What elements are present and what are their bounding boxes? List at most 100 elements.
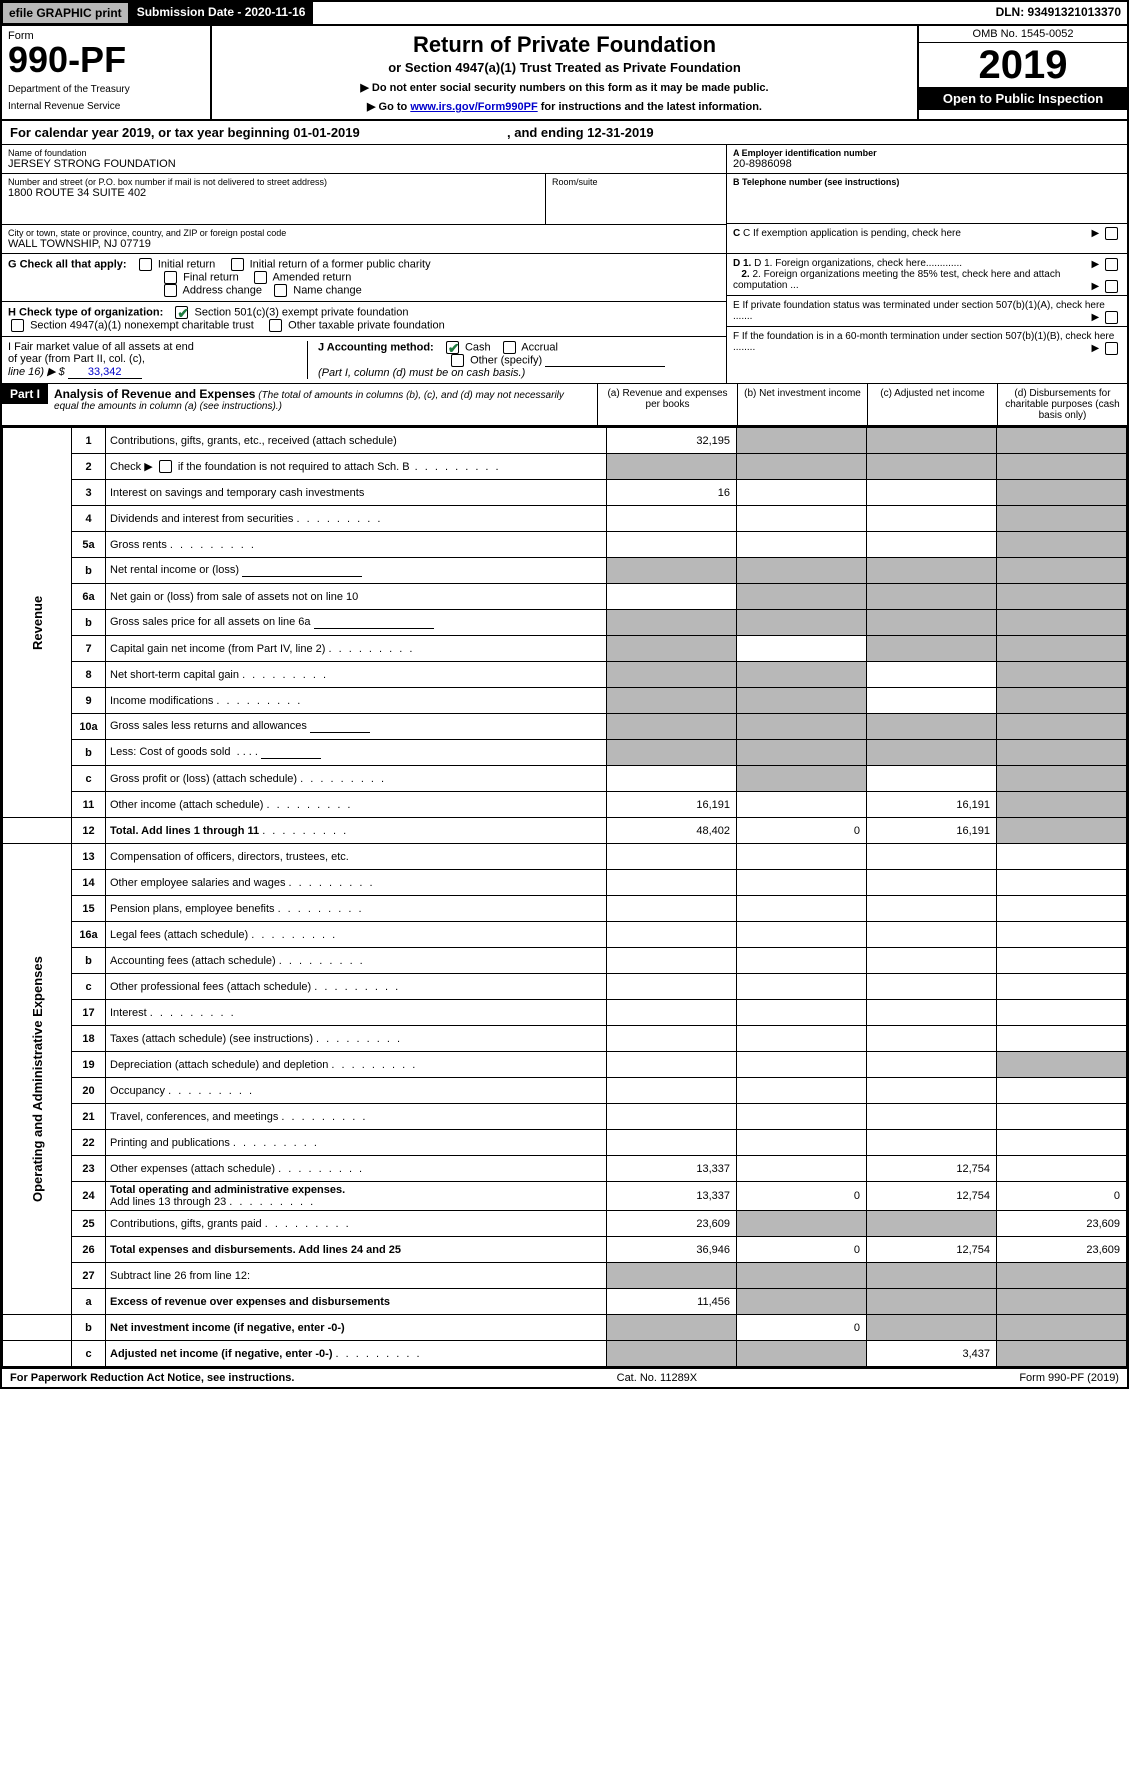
year-end: 12-31-2019 [587, 125, 654, 140]
table-row: 21Travel, conferences, and meetings [3, 1104, 1127, 1130]
table-row: aExcess of revenue over expenses and dis… [3, 1289, 1127, 1315]
paperwork-notice: For Paperwork Reduction Act Notice, see … [10, 1372, 294, 1384]
exemption-pending-cell: C C If exemption application is pending,… [727, 224, 1127, 243]
f-row: F If the foundation is in a 60-month ter… [727, 327, 1127, 357]
table-row: 11Other income (attach schedule) 16,1911… [3, 792, 1127, 818]
dln: DLN: 93491321013370 [990, 2, 1127, 24]
checkbox-c[interactable] [1105, 227, 1118, 240]
ein-cell: A Employer identification number 20-8986… [727, 145, 1127, 174]
part1-tag: Part I [2, 384, 48, 404]
table-row: 24Total operating and administrative exp… [3, 1182, 1127, 1211]
note-ssn: ▶ Do not enter social security numbers o… [222, 81, 907, 94]
table-row: 25Contributions, gifts, grants paid 23,6… [3, 1211, 1127, 1237]
table-row: cAdjusted net income (if negative, enter… [3, 1341, 1127, 1367]
checkbox-other-method[interactable] [451, 354, 464, 367]
table-row: bAccounting fees (attach schedule) [3, 948, 1127, 974]
checkbox-sch-b[interactable] [159, 460, 172, 473]
col-d-header: (d) Disbursements for charitable purpose… [997, 384, 1127, 425]
table-row: 6aNet gain or (loss) from sale of assets… [3, 584, 1127, 610]
table-row: 18Taxes (attach schedule) (see instructi… [3, 1026, 1127, 1052]
note-link: ▶ Go to www.irs.gov/Form990PF for instru… [222, 100, 907, 113]
table-row: bLess: Cost of goods sold . . . . [3, 740, 1127, 766]
table-row: Revenue 1 Contributions, gifts, grants, … [3, 428, 1127, 454]
table-row: 4Dividends and interest from securities [3, 506, 1127, 532]
table-row: Operating and Administrative Expenses 13… [3, 844, 1127, 870]
table-row: bNet rental income or (loss) [3, 558, 1127, 584]
submission-date: Submission Date - 2020-11-16 [129, 2, 314, 24]
checkbox-initial-former[interactable] [231, 258, 244, 271]
year-block: OMB No. 1545-0052 2019 Open to Public In… [917, 26, 1127, 119]
efile-print-button[interactable]: efile GRAPHIC print [2, 2, 129, 24]
checkbox-accrual[interactable] [503, 341, 516, 354]
address-cell: Number and street (or P.O. box number if… [2, 174, 546, 224]
checkbox-name-change[interactable] [274, 284, 287, 297]
form-title: Return of Private Foundation [222, 32, 907, 58]
check-sections: G Check all that apply: Initial return I… [2, 254, 1127, 383]
city-cell: City or town, state or province, country… [2, 225, 726, 253]
checkbox-501c3[interactable] [175, 306, 188, 319]
table-row: 22Printing and publications [3, 1130, 1127, 1156]
topbar: efile GRAPHIC print Submission Date - 20… [2, 2, 1127, 26]
form-ref: Form 990-PF (2019) [1019, 1372, 1119, 1384]
year-begin: 01-01-2019 [293, 125, 360, 140]
table-row: 27Subtract line 26 from line 12: [3, 1263, 1127, 1289]
entity-info: Name of foundation JERSEY STRONG FOUNDAT… [2, 145, 1127, 254]
calendar-year-row: For calendar year 2019, or tax year begi… [2, 121, 1127, 145]
open-public: Open to Public Inspection [919, 87, 1127, 110]
form-title-block: Return of Private Foundation or Section … [212, 26, 917, 119]
irs-link[interactable]: www.irs.gov/Form990PF [410, 101, 537, 113]
table-row: 2 Check ▶ if the foundation is not requi… [3, 454, 1127, 480]
col-c-header: (c) Adjusted net income [867, 384, 997, 425]
tax-year: 2019 [919, 43, 1127, 87]
checkbox-amended[interactable] [254, 271, 267, 284]
ein: 20-8986098 [733, 158, 1121, 170]
e-row: E If private foundation status was termi… [727, 296, 1127, 327]
table-row: 26Total expenses and disbursements. Add … [3, 1237, 1127, 1263]
checkbox-other-taxable[interactable] [269, 319, 282, 332]
table-row: 10aGross sales less returns and allowanc… [3, 714, 1127, 740]
checkbox-4947[interactable] [11, 319, 24, 332]
form-number: 990-PF [8, 42, 204, 78]
fmv-value: 33,342 [68, 366, 142, 379]
ij-row: I Fair market value of all assets at end… [2, 337, 726, 383]
checkbox-final-return[interactable] [164, 271, 177, 284]
table-row: 16aLegal fees (attach schedule) [3, 922, 1127, 948]
cat-no: Cat. No. 11289X [617, 1372, 698, 1384]
table-row: 19Depreciation (attach schedule) and dep… [3, 1052, 1127, 1078]
checkbox-initial-return[interactable] [139, 258, 152, 271]
table-row: 3Interest on savings and temporary cash … [3, 480, 1127, 506]
part1-table: Revenue 1 Contributions, gifts, grants, … [2, 427, 1127, 1367]
checkbox-address-change[interactable] [164, 284, 177, 297]
form-number-block: Form 990-PF Department of the Treasury I… [2, 26, 212, 119]
revenue-label: Revenue [3, 428, 72, 818]
omb-number: OMB No. 1545-0052 [919, 26, 1127, 43]
dept-irs: Internal Revenue Service [8, 101, 204, 112]
form-header: Form 990-PF Department of the Treasury I… [2, 26, 1127, 121]
table-row: 23Other expenses (attach schedule) 13,33… [3, 1156, 1127, 1182]
table-row: 5aGross rents [3, 532, 1127, 558]
part1-title: Analysis of Revenue and Expenses [54, 387, 255, 401]
checkbox-cash[interactable] [446, 341, 459, 354]
table-row: 15Pension plans, employee benefits [3, 896, 1127, 922]
page-footer: For Paperwork Reduction Act Notice, see … [2, 1367, 1127, 1387]
telephone-cell: B Telephone number (see instructions) [727, 174, 1127, 224]
table-row: 14Other employee salaries and wages [3, 870, 1127, 896]
checkbox-d2[interactable] [1105, 280, 1118, 293]
table-row: 9Income modifications [3, 688, 1127, 714]
col-b-header: (b) Net investment income [737, 384, 867, 425]
table-row: cGross profit or (loss) (attach schedule… [3, 766, 1127, 792]
foundation-name-cell: Name of foundation JERSEY STRONG FOUNDAT… [2, 145, 726, 174]
table-row: bGross sales price for all assets on lin… [3, 610, 1127, 636]
table-row: 17Interest [3, 1000, 1127, 1026]
city-state-zip: WALL TOWNSHIP, NJ 07719 [8, 238, 720, 250]
expenses-label: Operating and Administrative Expenses [3, 844, 72, 1315]
part1-header: Part I Analysis of Revenue and Expenses … [2, 383, 1127, 427]
checkbox-d1[interactable] [1105, 258, 1118, 271]
checkbox-f[interactable] [1105, 342, 1118, 355]
table-row: bNet investment income (if negative, ent… [3, 1315, 1127, 1341]
checkbox-e[interactable] [1105, 311, 1118, 324]
table-row: 7Capital gain net income (from Part IV, … [3, 636, 1127, 662]
foundation-name: JERSEY STRONG FOUNDATION [8, 158, 720, 170]
table-row: 20Occupancy [3, 1078, 1127, 1104]
h-row: H Check type of organization: Section 50… [2, 302, 726, 337]
